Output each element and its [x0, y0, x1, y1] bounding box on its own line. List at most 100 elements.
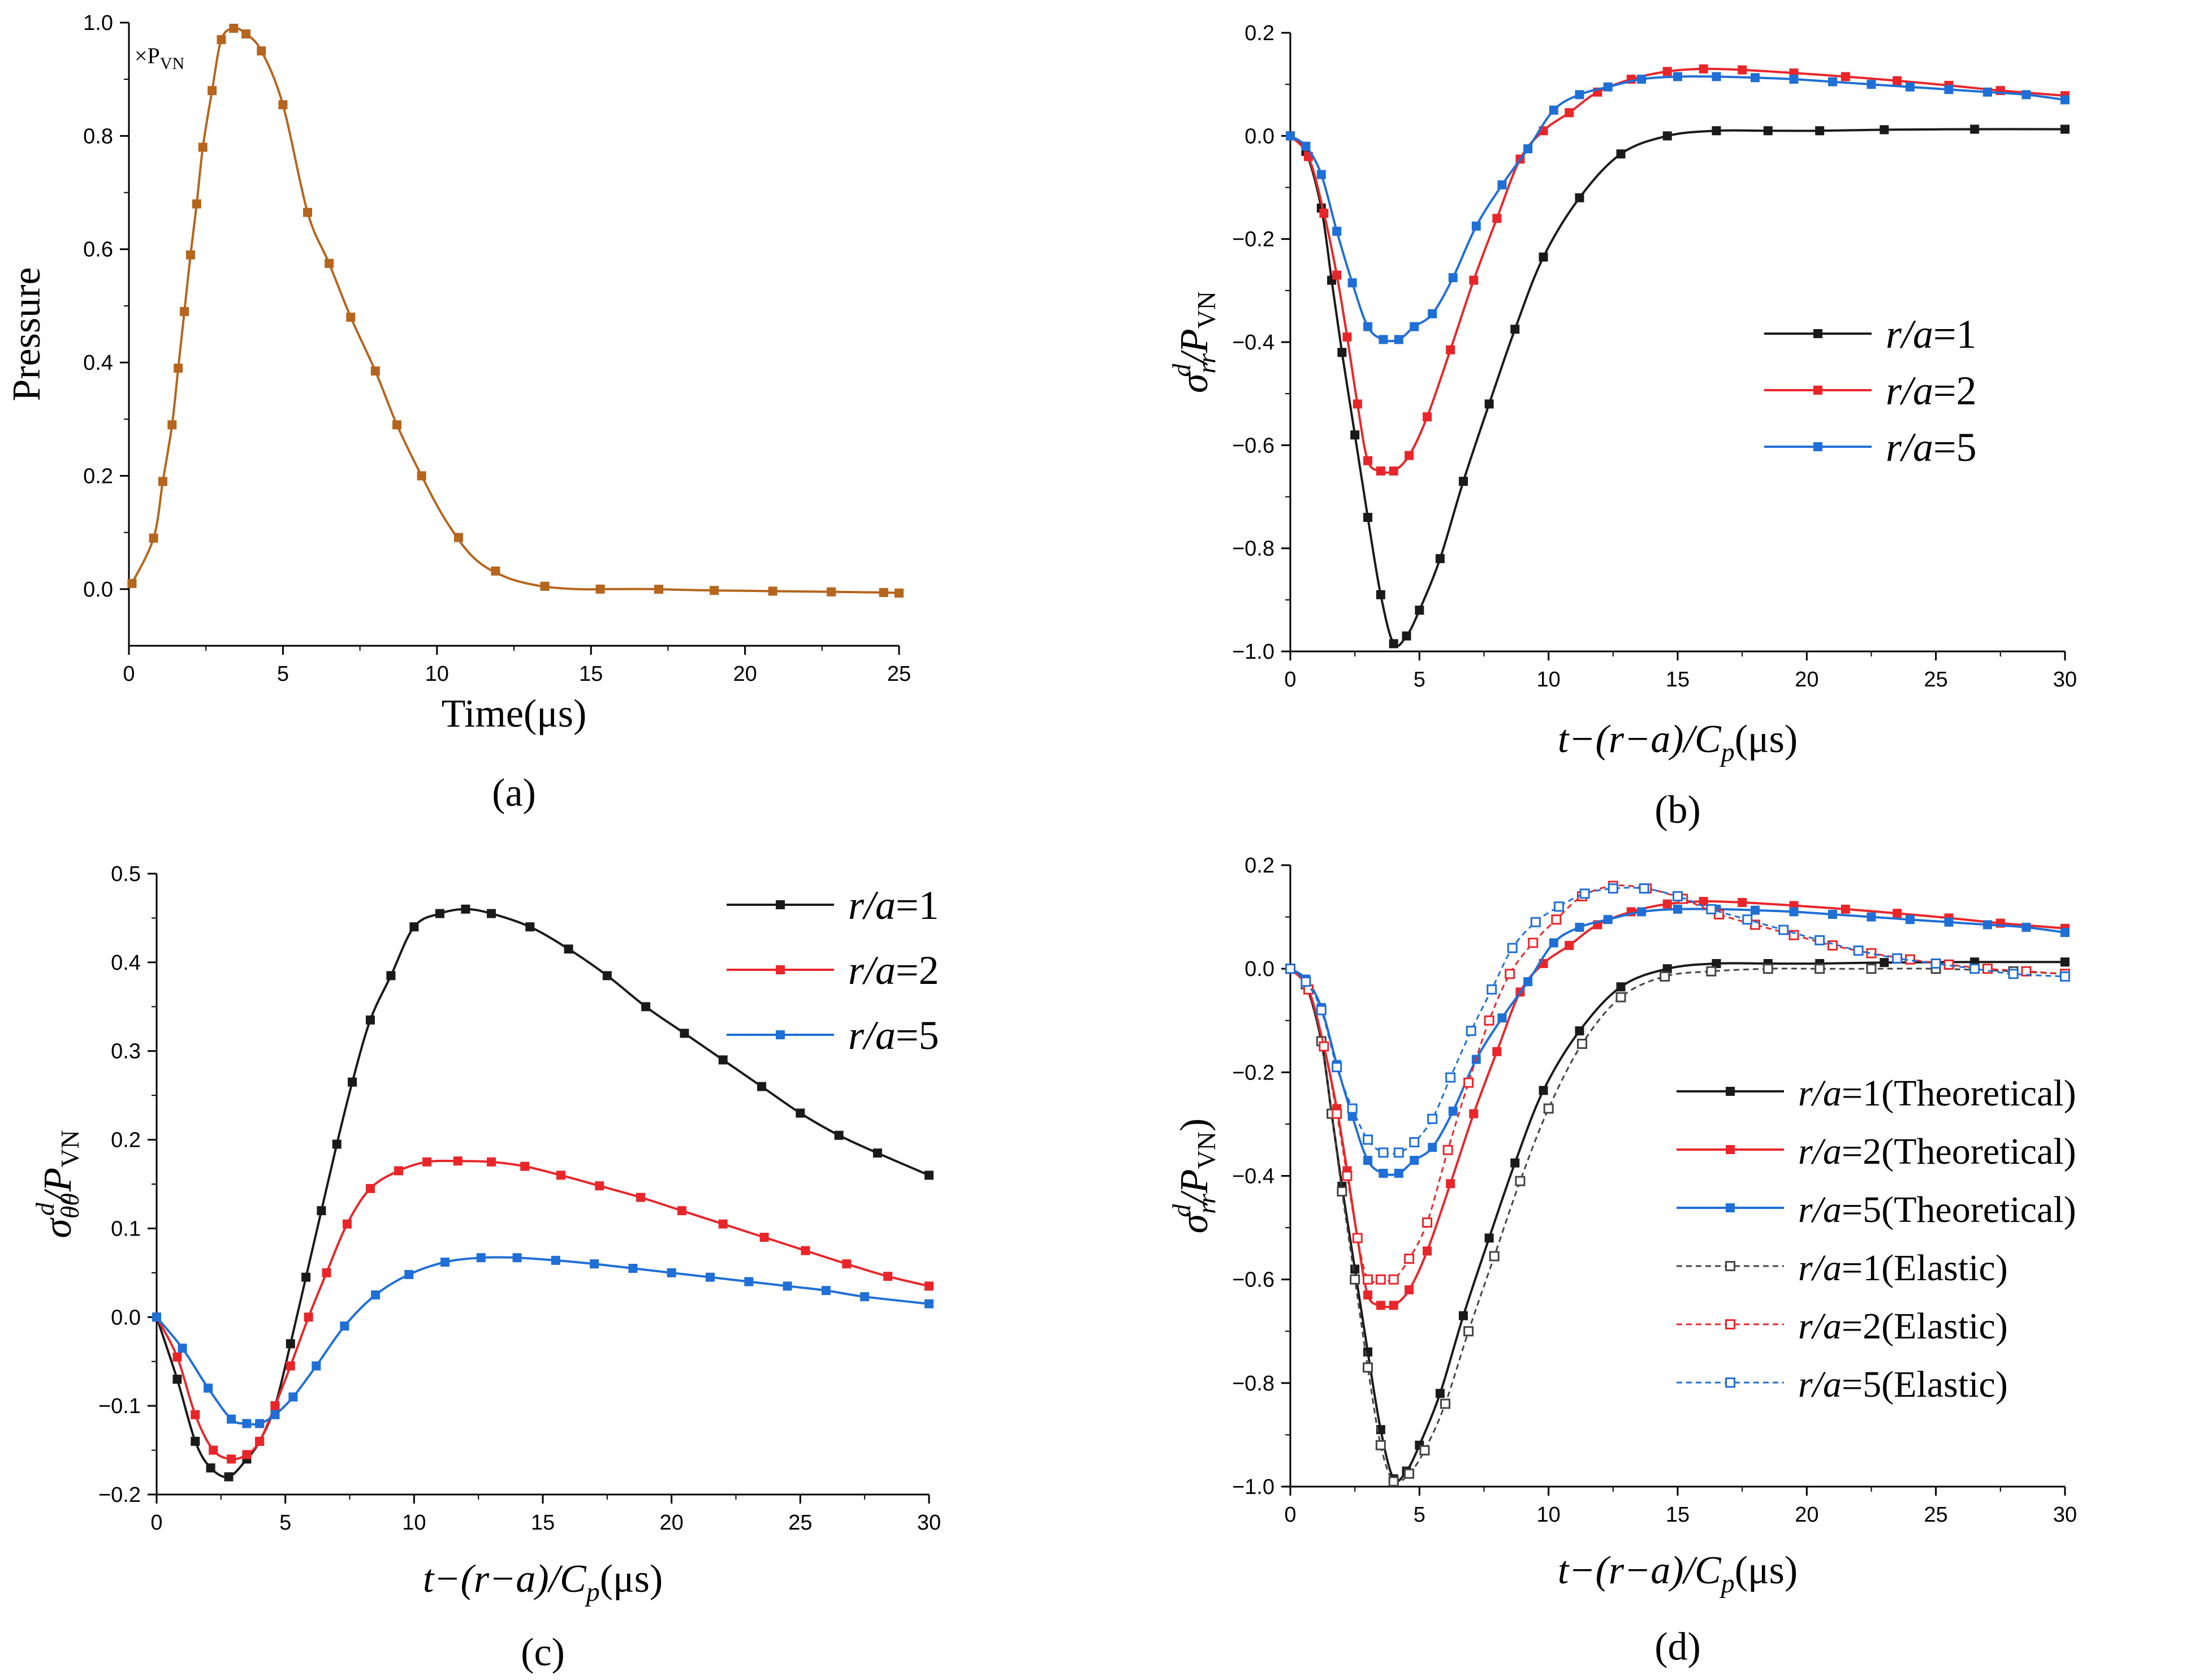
- data-point: [1332, 226, 1342, 236]
- data-point: [641, 1002, 651, 1012]
- legend-label: r/a=1: [1886, 312, 1977, 357]
- data-point: [1639, 883, 1649, 894]
- data-point: [842, 1259, 852, 1269]
- data-point: [1393, 1147, 1404, 1158]
- data-point: [1337, 1186, 1347, 1197]
- legend-item: r/a=5: [1764, 425, 1977, 470]
- data-point: [1350, 1264, 1360, 1274]
- data-point: [1523, 977, 1533, 987]
- y-tick-label: −0.6: [1232, 434, 1275, 457]
- y-axis-title: σrrd/PVN): [1167, 1118, 1221, 1234]
- legend-marker: [1726, 1145, 1735, 1154]
- data-point: [2008, 969, 2019, 979]
- series-line: [1289, 908, 2066, 1176]
- data-point: [1347, 1103, 1358, 1114]
- panel-d: 0 5 10 15 20 25 30 −1.0 −0.8 −0.6 −0.4 −0.2 0.0 0.2 t−…: [1167, 854, 2077, 1669]
- data-point: [1575, 90, 1584, 100]
- legend-label: r/a=2: [848, 948, 939, 993]
- data-point: [1446, 345, 1455, 355]
- data-point: [486, 909, 496, 918]
- y-tick-label: 0.4: [111, 951, 141, 975]
- series-r/a=5: [152, 1253, 934, 1428]
- x-tick-label: 5: [1414, 668, 1425, 692]
- data-point: [759, 1233, 769, 1242]
- data-point: [1363, 322, 1372, 331]
- data-point: [1427, 1113, 1438, 1124]
- data-point: [227, 1454, 236, 1464]
- data-point: [1853, 945, 1864, 956]
- x-tick-label: 10: [1537, 668, 1561, 692]
- legend: r/a=1 r/a=2 r/a=5: [727, 883, 939, 1058]
- x-axis-title: t−(r−a)/Cp(μs): [423, 1557, 663, 1607]
- data-point: [1379, 335, 1388, 344]
- data-point: [409, 922, 419, 932]
- data-point: [1742, 914, 1753, 925]
- y-tick-label: −0.6: [1232, 1268, 1275, 1292]
- legend-item: r/a=1: [727, 883, 939, 928]
- data-point: [461, 904, 470, 914]
- legend-marker: [1726, 1203, 1735, 1212]
- data-point: [371, 1290, 381, 1300]
- data-point: [1866, 964, 1877, 974]
- data-point: [1673, 904, 1682, 914]
- data-point: [1428, 309, 1437, 318]
- y-tick-label: −0.8: [1232, 537, 1275, 561]
- data-point: [872, 1148, 882, 1158]
- x-tick-label: 5: [279, 1511, 291, 1535]
- data-point: [1637, 907, 1647, 917]
- x-tick-label: 30: [917, 1511, 941, 1535]
- data-point: [1337, 348, 1347, 357]
- data-point: [1575, 193, 1584, 202]
- data-point: [1471, 221, 1481, 231]
- y-tick-label: 0.2: [111, 1129, 141, 1152]
- data-point: [192, 199, 201, 209]
- data-point: [1435, 554, 1445, 563]
- data-point: [1530, 917, 1541, 927]
- data-point: [1376, 590, 1385, 599]
- data-point: [595, 584, 605, 594]
- data-point: [1469, 275, 1479, 285]
- data-point: [1389, 466, 1398, 476]
- data-point: [1404, 1254, 1415, 1264]
- x-tick-label: 15: [531, 1511, 555, 1535]
- data-point: [1553, 901, 1564, 912]
- legend-label: r/a=5: [1886, 425, 1977, 470]
- panel-caption: (a): [492, 771, 536, 815]
- data-point: [1388, 1274, 1399, 1285]
- legend-item: r/a=5(Elastic): [1677, 1364, 2008, 1405]
- x-tick-label: 20: [1795, 1503, 1818, 1527]
- data-point: [2060, 957, 2070, 967]
- data-point: [821, 1286, 831, 1295]
- series-line: [155, 1256, 930, 1426]
- data-point: [206, 1463, 215, 1472]
- data-point: [286, 1339, 295, 1349]
- data-point: [440, 1258, 450, 1267]
- data-point: [185, 250, 195, 260]
- panel-caption: (c): [521, 1631, 565, 1674]
- data-point: [227, 1414, 236, 1424]
- data-point: [796, 1108, 805, 1118]
- data-point: [1507, 943, 1518, 953]
- data-point: [152, 1312, 161, 1322]
- data-point: [241, 29, 251, 39]
- data-point: [325, 258, 334, 268]
- data-point: [486, 1157, 496, 1167]
- data-point: [1906, 82, 1915, 92]
- data-point: [198, 142, 208, 152]
- series-r/a=2: [1286, 64, 2070, 476]
- data-point: [1608, 883, 1618, 894]
- data-point: [476, 1253, 486, 1263]
- data-point: [1751, 73, 1760, 83]
- data-point: [174, 364, 183, 373]
- legend: r/a=1(Theoretical) r/a=2(Theoretical) r/a=…: [1677, 1073, 2076, 1405]
- y-tick-label: −0.2: [1232, 1061, 1275, 1085]
- data-point: [1466, 1026, 1476, 1036]
- data-point: [392, 420, 401, 430]
- data-point: [1363, 1290, 1372, 1300]
- data-point: [1549, 105, 1558, 115]
- data-point: [1463, 1077, 1474, 1088]
- data-point: [525, 922, 535, 932]
- data-point: [322, 1268, 331, 1277]
- data-point: [1706, 966, 1717, 977]
